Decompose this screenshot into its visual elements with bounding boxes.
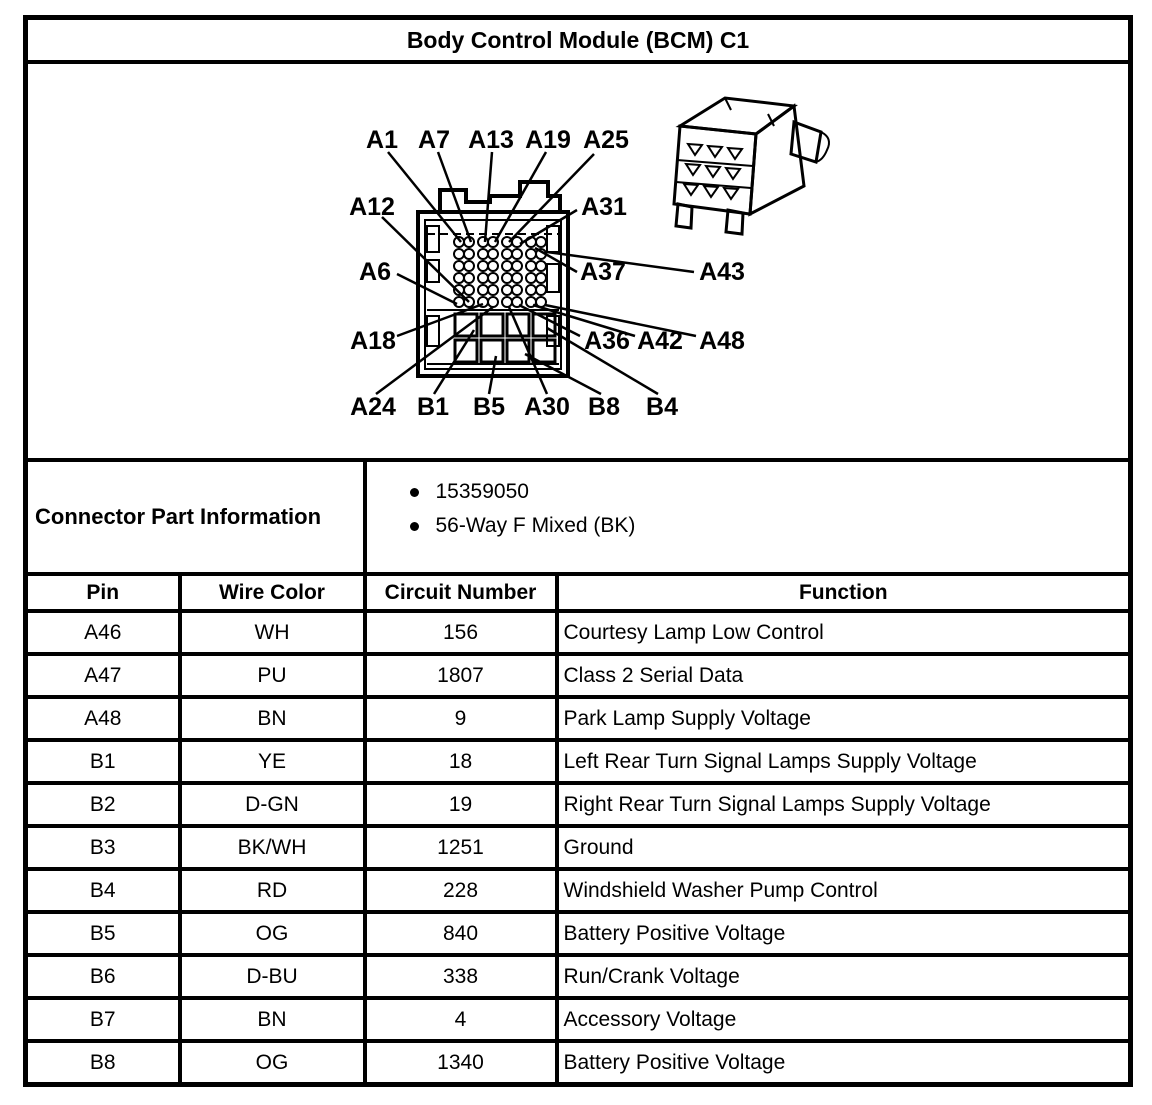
circuit-cell: 338	[362, 953, 559, 1000]
table-row: B4 RD 228 Windshield Washer Pump Control	[23, 867, 1133, 914]
pin-label: A30	[524, 393, 570, 421]
table-row: B8 OG 1340 Battery Positive Voltage	[23, 1039, 1133, 1087]
wire-cell: D-BU	[177, 953, 367, 1000]
table-row: B2 D-GN 19 Right Rear Turn Signal Lamps …	[23, 781, 1133, 828]
pin-label: A31	[581, 193, 627, 221]
a-terminal-holes	[453, 236, 547, 308]
connector-3d-view	[672, 96, 830, 236]
pin-label: A19	[525, 126, 571, 154]
table-row: A48 BN 9 Park Lamp Supply Voltage	[23, 695, 1133, 742]
wire-cell: BN	[177, 695, 367, 742]
connector-end-view-diagram: A1 A7 A13 A19 A25 A12 A31 A6 A37 A43 A18…	[349, 96, 830, 421]
function-cell: Windshield Washer Pump Control	[554, 867, 1133, 914]
table-header-row: Pin Wire Color Circuit Number Function	[23, 572, 1133, 613]
wire-cell: BN	[177, 996, 367, 1043]
pin-cell: B4	[23, 867, 182, 914]
function-cell: Battery Positive Voltage	[554, 1039, 1133, 1087]
table-row: B6 D-BU 338 Run/Crank Voltage	[23, 953, 1133, 1000]
circuit-cell: 4	[362, 996, 559, 1043]
circuit-cell: 19	[362, 781, 559, 828]
circuit-cell: 840	[362, 910, 559, 957]
connector-part-info-list: 15359050 56-Way F Mixed (BK)	[369, 475, 1127, 543]
pin-label: A42	[637, 327, 683, 355]
page-title: Body Control Module (BCM) C1	[23, 15, 1133, 64]
pin-cell: B1	[23, 738, 182, 785]
pin-cell: A48	[23, 695, 182, 742]
pin-label: A7	[418, 126, 450, 154]
table-row: B7 BN 4 Accessory Voltage	[23, 996, 1133, 1043]
wire-cell: D-GN	[177, 781, 367, 828]
pin-cell: B7	[23, 996, 182, 1043]
pin-cell: A47	[23, 652, 182, 699]
pin-label: A37	[580, 258, 626, 286]
col-header-wire-color: Wire Color	[177, 572, 367, 613]
pin-label: A18	[350, 327, 396, 355]
pin-label: A25	[583, 126, 629, 154]
circuit-cell: 1340	[362, 1039, 559, 1087]
pin-cell: B2	[23, 781, 182, 828]
connector-part-info-label: Connector Part Information	[23, 458, 367, 576]
pin-label: A48	[699, 327, 745, 355]
connector-type: 56-Way F Mixed (BK)	[409, 509, 1127, 543]
table-row: B5 OG 840 Battery Positive Voltage	[23, 910, 1133, 957]
pin-cell: B8	[23, 1039, 182, 1087]
pin-label: B8	[588, 393, 620, 421]
wire-cell: RD	[177, 867, 367, 914]
pin-label: A12	[349, 193, 395, 221]
pin-label: A13	[468, 126, 514, 154]
pin-label: A36	[584, 327, 630, 355]
circuit-cell: 1251	[362, 824, 559, 871]
function-cell: Accessory Voltage	[554, 996, 1133, 1043]
table-row: B3 BK/WH 1251 Ground	[23, 824, 1133, 871]
col-header-circuit-number: Circuit Number	[362, 572, 559, 613]
table-row: A47 PU 1807 Class 2 Serial Data	[23, 652, 1133, 699]
circuit-cell: 18	[362, 738, 559, 785]
pin-label: B4	[646, 393, 678, 421]
col-header-pin: Pin	[23, 572, 182, 613]
wire-cell: OG	[177, 910, 367, 957]
pin-label: A1	[366, 126, 398, 154]
pin-cell: A46	[23, 609, 182, 656]
function-cell: Run/Crank Voltage	[554, 953, 1133, 1000]
function-cell: Battery Positive Voltage	[554, 910, 1133, 957]
pin-cell: B6	[23, 953, 182, 1000]
wire-cell: WH	[177, 609, 367, 656]
table-row: B1 YE 18 Left Rear Turn Signal Lamps Sup…	[23, 738, 1133, 785]
pin-cell: B3	[23, 824, 182, 871]
circuit-cell: 228	[362, 867, 559, 914]
connector-diagram-cell: A1 A7 A13 A19 A25 A12 A31 A6 A37 A43 A18…	[23, 60, 1133, 462]
pin-label: A43	[699, 258, 745, 286]
pin-label: A6	[359, 258, 391, 286]
pin-leader-lines	[375, 151, 697, 396]
circuit-cell: 9	[362, 695, 559, 742]
col-header-function: Function	[554, 572, 1133, 613]
pin-cell: B5	[23, 910, 182, 957]
connector-part-info-values: 15359050 56-Way F Mixed (BK)	[362, 458, 1133, 576]
circuit-cell: 1807	[362, 652, 559, 699]
function-cell: Class 2 Serial Data	[554, 652, 1133, 699]
table-row: A46 WH 156 Courtesy Lamp Low Control	[23, 609, 1133, 656]
function-cell: Left Rear Turn Signal Lamps Supply Volta…	[554, 738, 1133, 785]
pin-label: B1	[417, 393, 449, 421]
function-cell: Courtesy Lamp Low Control	[554, 609, 1133, 656]
connector-pinout-table: Body Control Module (BCM) C1	[23, 15, 1134, 1087]
wire-cell: BK/WH	[177, 824, 367, 871]
wire-cell: YE	[177, 738, 367, 785]
pin-label: A24	[350, 393, 396, 421]
b-terminal-cavities	[453, 312, 557, 364]
function-cell: Park Lamp Supply Voltage	[554, 695, 1133, 742]
function-cell: Right Rear Turn Signal Lamps Supply Volt…	[554, 781, 1133, 828]
function-cell: Ground	[554, 824, 1133, 871]
circuit-cell: 156	[362, 609, 559, 656]
wire-cell: PU	[177, 652, 367, 699]
part-number: 15359050	[409, 475, 1127, 509]
wire-cell: OG	[177, 1039, 367, 1087]
pin-label: B5	[473, 393, 505, 421]
